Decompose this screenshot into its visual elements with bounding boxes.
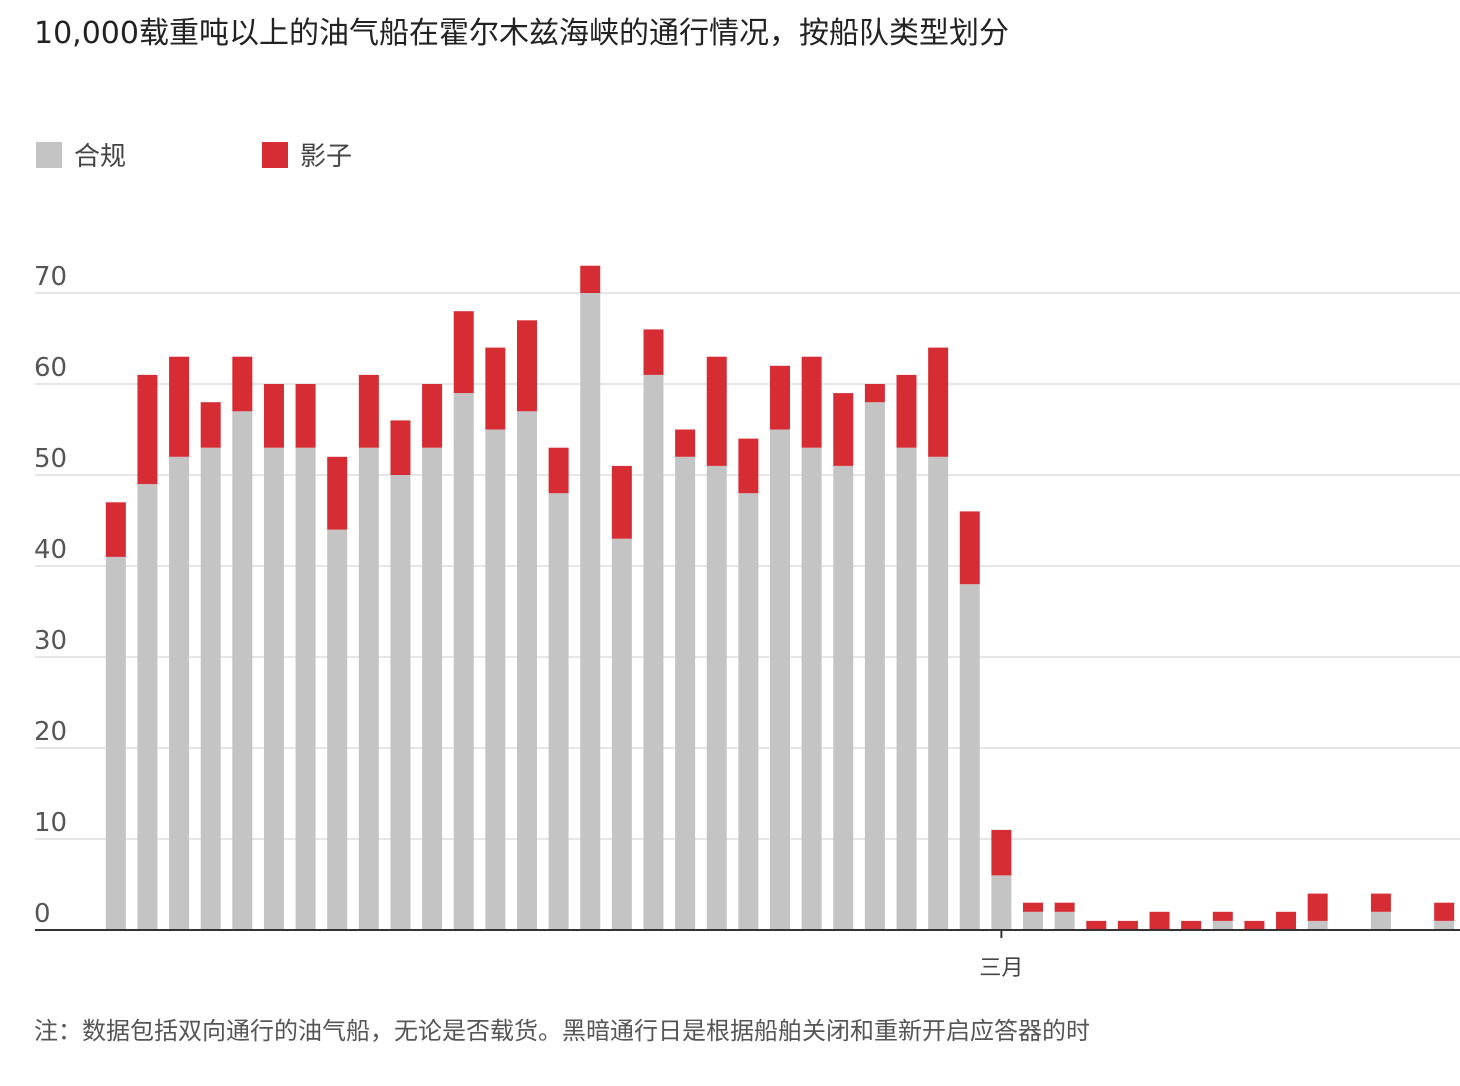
- bar-segment: [928, 347, 949, 457]
- bar-segment: [611, 538, 632, 930]
- y-tick-label: 50: [34, 444, 67, 474]
- bar-segment: [232, 356, 253, 412]
- bar-segment: [1370, 893, 1391, 912]
- bar-segment: [1434, 920, 1455, 930]
- bar-segment: [770, 365, 790, 430]
- legend-swatch: [262, 142, 288, 168]
- bar-segment: [358, 374, 379, 448]
- y-tick-label: 0: [34, 899, 51, 929]
- bar-segment: [169, 356, 190, 457]
- bar-segment: [959, 584, 980, 930]
- bar-segment: [1086, 920, 1107, 930]
- bar-segment: [1244, 920, 1265, 930]
- bar-segment: [1307, 893, 1328, 921]
- bar-segment: [1370, 911, 1391, 930]
- bar-segment: [516, 320, 537, 412]
- bar-segment: [390, 420, 411, 475]
- bar-segment: [516, 411, 537, 930]
- bar-segment: [453, 311, 474, 394]
- bar-segment: [706, 465, 727, 930]
- bar-segment: [675, 429, 696, 457]
- bar-segment: [770, 429, 790, 930]
- bar-segment: [295, 447, 316, 930]
- y-tick-label: 70: [34, 262, 67, 292]
- bar-segment: [295, 384, 316, 448]
- y-tick-label: 10: [34, 808, 67, 838]
- bar-segment: [358, 447, 379, 930]
- bar-segment: [675, 456, 696, 930]
- bar-segment: [263, 384, 284, 448]
- bar-segment: [105, 556, 126, 930]
- bar-segment: [1212, 920, 1233, 930]
- bar-segment: [548, 493, 569, 930]
- bar-segment: [738, 493, 759, 930]
- bar-segment: [643, 374, 664, 930]
- bar-segment: [485, 347, 506, 430]
- bar-segment: [1023, 911, 1044, 930]
- bar-segment: [232, 411, 253, 930]
- bar-segment: [1023, 902, 1044, 912]
- bar-segment: [580, 265, 601, 293]
- y-tick-label: 60: [34, 353, 67, 383]
- bar-segment: [1181, 920, 1202, 930]
- bar-segment: [801, 447, 822, 930]
- bar-segment: [896, 374, 917, 448]
- bar-segment: [485, 429, 506, 930]
- bar-segment: [105, 502, 126, 557]
- y-tick-label: 20: [34, 717, 67, 747]
- bar-segment: [327, 529, 348, 930]
- bar-segment: [991, 875, 1012, 930]
- bar-segment: [864, 402, 885, 930]
- bar-segment: [1307, 920, 1328, 930]
- bar-segment: [1149, 911, 1170, 930]
- y-tick-label: 40: [34, 535, 67, 565]
- bar-segment: [833, 393, 854, 466]
- bar-segment: [422, 447, 443, 930]
- bar-segment: [738, 438, 759, 494]
- y-tick-label: 30: [34, 626, 67, 656]
- bar-segment: [548, 447, 569, 494]
- bar-segment: [896, 447, 917, 930]
- bar-segment: [706, 356, 727, 466]
- bar-segment: [833, 465, 854, 930]
- bar-segment: [1434, 902, 1455, 921]
- bar-segment: [169, 456, 190, 930]
- bar-segment: [1054, 911, 1075, 930]
- bar-segment: [1117, 920, 1138, 930]
- bar-segment: [991, 829, 1012, 876]
- legend-label: 影子: [300, 142, 352, 172]
- bar-segment: [580, 293, 601, 930]
- bar-segment: [1212, 911, 1233, 921]
- bar-segment: [801, 356, 822, 448]
- bar-segment: [959, 511, 980, 585]
- bar-segment: [1276, 911, 1297, 930]
- bar-segment: [137, 374, 158, 485]
- bar-segment: [643, 329, 664, 375]
- legend-swatch: [36, 142, 62, 168]
- bar-segment: [263, 447, 284, 930]
- bar-segment: [200, 447, 221, 930]
- legend-label: 合规: [74, 142, 126, 172]
- bar-segment: [327, 456, 348, 530]
- bar-segment: [864, 384, 885, 403]
- note: 注：数据包括双向通行的油气船，无论是否载货。黑暗通行日是根据船舶关闭和重新开启应…: [34, 1017, 1090, 1045]
- bar-segment: [200, 402, 221, 448]
- bar-segment: [928, 456, 949, 930]
- bar-segment: [453, 393, 474, 931]
- x-tick-label: 三月: [979, 956, 1023, 981]
- chart-title: 10,000载重吨以上的油气船在霍尔木兹海峡的通行情况，按船队类型划分: [34, 16, 1009, 51]
- bar-segment: [137, 484, 158, 930]
- bar-segment: [611, 465, 632, 539]
- bar-segment: [390, 475, 411, 930]
- bar-segment: [422, 384, 443, 448]
- bar-segment: [1054, 902, 1075, 912]
